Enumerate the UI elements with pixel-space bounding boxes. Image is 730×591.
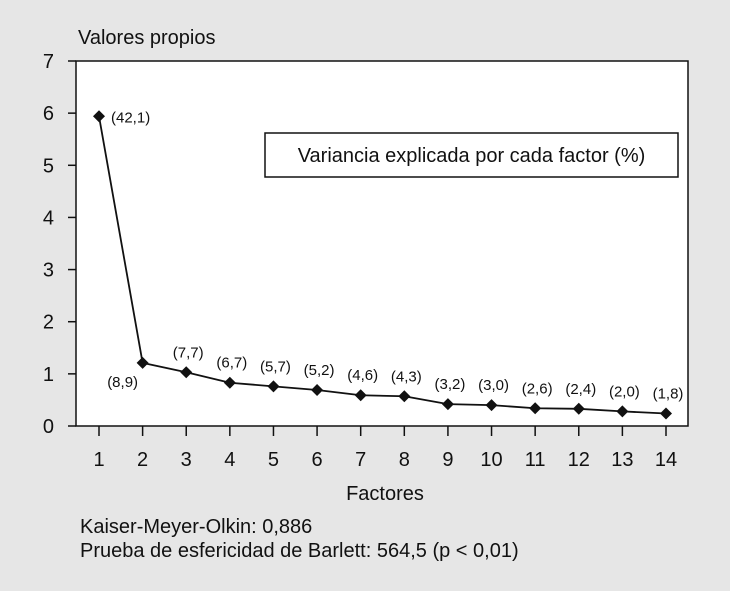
data-point [136,356,149,369]
data-point [93,110,105,123]
x-tick-label: 14 [655,449,677,471]
data-point [660,407,672,420]
x-tick-label: 8 [399,449,410,471]
x-tick-label: 1 [93,449,104,471]
data-point [311,384,324,397]
y-axis-label: Valores propios [78,27,215,49]
x-tick-label: 5 [268,449,279,471]
data-label: (42,1) [111,109,150,126]
data-label: (5,2) [304,362,335,379]
legend-box [264,132,679,178]
y-tick-label: 2 [43,312,54,334]
y-tick-label: 3 [43,260,54,282]
data-label: (3,2) [435,376,466,393]
y-tick-label: 7 [43,51,54,73]
data-label: (3,0) [478,377,509,394]
legend-text: Variancia explicada por cada factor (%) [298,145,646,167]
y-tick-label: 5 [43,155,54,177]
data-point [616,405,629,418]
data-point [485,399,498,412]
x-tick-label: 13 [611,449,633,471]
y-tick-label: 6 [43,103,54,125]
data-point [572,402,585,415]
data-point [529,402,542,415]
data-point [180,366,193,379]
y-tick-label: 4 [43,207,54,229]
x-tick-label: 9 [442,449,453,471]
x-tick-label: 10 [480,449,502,471]
y-tick-label: 1 [43,364,54,386]
data-label: (7,7) [173,344,204,361]
data-label: (2,6) [522,380,553,397]
data-label: (6,7) [216,355,247,372]
data-point [354,389,367,402]
data-label: (2,4) [565,381,596,398]
x-tick-label: 11 [525,449,546,471]
data-label: (2,0) [609,383,640,400]
x-axis-label: Factores [346,483,424,505]
plot-area [75,60,689,427]
y-tick-label: 0 [43,416,54,438]
x-tick-label: 3 [181,449,192,471]
x-tick-label: 12 [568,449,590,471]
data-label: (8,9) [107,374,138,391]
bartlett-text: Prueba de esfericidad de Barlett: 564,5 … [80,540,519,562]
data-label: (5,7) [260,358,291,375]
data-point [441,398,454,411]
data-label: (4,6) [347,367,378,384]
series-line [98,116,667,415]
data-point [398,390,411,403]
data-label: (1,8) [653,385,684,402]
data-point [223,376,236,389]
x-tick-label: 4 [224,449,235,471]
data-point [267,380,280,393]
data-label: (4,3) [391,368,422,385]
kmo-text: Kaiser-Meyer-Olkin: 0,886 [80,516,313,538]
x-tick-label: 2 [137,449,148,471]
x-tick-label: 7 [355,449,366,471]
x-tick-label: 6 [312,449,323,471]
